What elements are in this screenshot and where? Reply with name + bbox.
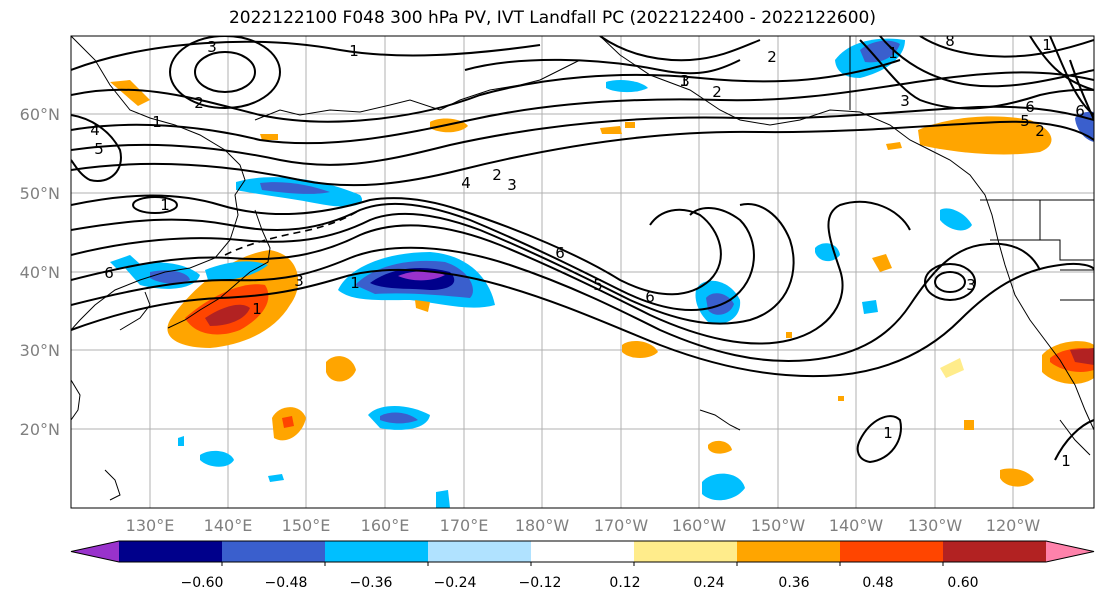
longitude-labels: 130°E 140°E 150°E 160°E 170°E 180°W 170°… [126, 516, 1041, 535]
colorbar-tick-label: −0.48 [265, 575, 308, 591]
lon-label: 130°E [126, 516, 175, 535]
latitude-labels: 60°N 50°N 40°N 30°N 20°N [20, 105, 60, 439]
contour-label: 1 [888, 44, 898, 62]
contour-label: 1 [349, 42, 359, 60]
colorbar-swatch [737, 541, 841, 562]
lon-label: 150°E [282, 516, 331, 535]
contour-label: 1 [1061, 452, 1071, 470]
colorbar-extend-high [1046, 541, 1094, 562]
contour-label: 3 [294, 272, 304, 290]
pv-contours [71, 36, 1094, 464]
contour-label: 2 [712, 83, 722, 101]
map-frame [70, 35, 1095, 509]
colorbar-tick-labels: −0.60 −0.48 −0.36 −0.24 −0.12 0.12 0.24 … [181, 575, 979, 591]
lat-label: 50°N [20, 184, 60, 203]
map-title: 2022122100 F048 300 hPa PV, IVT Landfall… [228, 8, 876, 28]
colorbar-tick-label: −0.12 [519, 575, 562, 591]
colorbar-tick-label: 0.60 [947, 575, 978, 591]
map-panel: 3 1 2 1 4 5 2 2 1 2 3 8 1 1 1 3 6 5 4 2 … [71, 32, 1094, 508]
lon-label: 180°W [515, 516, 570, 535]
colorbar-swatch [428, 541, 532, 562]
contour-label: 2 [767, 48, 777, 66]
lon-label: 130°W [908, 516, 963, 535]
contour-label: 3 [207, 38, 217, 56]
colorbar-tick-label: −0.60 [181, 575, 224, 591]
coastlines [71, 36, 1094, 501]
colorbar-swatch [943, 541, 1047, 562]
lon-label: 140°E [204, 516, 253, 535]
lon-label: 160°W [672, 516, 727, 535]
contour-label: 1 [679, 72, 689, 90]
colorbar-extend-low [71, 541, 119, 562]
contour-label: 1 [1042, 36, 1052, 54]
contour-label: 1 [883, 424, 893, 442]
lat-label: 60°N [20, 105, 60, 124]
contour-label: 1 [152, 113, 162, 131]
lon-label: 160°E [361, 516, 410, 535]
lon-label: 170°E [440, 516, 489, 535]
lat-label: 40°N [20, 263, 60, 282]
contour-label: 3 [507, 176, 517, 194]
contour-label: 6 [1025, 98, 1035, 116]
contour-label: 6 [1075, 102, 1085, 120]
contour-label: 6 [104, 264, 114, 282]
colorbar-outline [70, 540, 1095, 563]
contour-label: 1 [252, 300, 262, 318]
colorbar-tick-label: 0.36 [778, 575, 809, 591]
contour-label: 6 [555, 244, 565, 262]
contour-label: 5 [593, 276, 603, 294]
lat-label: 30°N [20, 341, 60, 360]
colorbar-tick-label: −0.24 [434, 575, 477, 591]
colorbar-swatch [325, 541, 429, 562]
colorbar-swatch [634, 541, 738, 562]
contour-label: 2 [194, 94, 204, 112]
contour-label: 4 [90, 121, 100, 139]
lon-label: 140°W [829, 516, 884, 535]
colorbar-swatch [531, 541, 635, 562]
lon-label: 120°W [986, 516, 1041, 535]
colorbar-tick-label: −0.36 [350, 575, 393, 591]
lat-label: 20°N [20, 420, 60, 439]
contour-label: 3 [966, 276, 976, 294]
contour-label: 3 [900, 92, 910, 110]
contour-label: 1 [160, 196, 170, 214]
colorbar [70, 540, 1095, 566]
contour-label: 1 [350, 274, 360, 292]
contour-label: 8 [945, 32, 955, 50]
colorbar-swatch [119, 541, 223, 562]
colorbar-tick-label: 0.48 [862, 575, 893, 591]
contour-label: 5 [1020, 112, 1030, 130]
contour-labels: 3 1 2 1 4 5 2 2 1 2 3 8 1 1 1 3 6 5 4 2 … [90, 32, 1085, 470]
lon-label: 170°W [594, 516, 649, 535]
colorbar-swatch [840, 541, 944, 562]
contour-label: 2 [492, 166, 502, 184]
contour-label: 6 [645, 288, 655, 306]
colorbar-tick-label: 0.24 [693, 575, 724, 591]
contour-label: 4 [461, 174, 471, 192]
contour-label: 5 [94, 140, 104, 158]
contour-label: 2 [1035, 122, 1045, 140]
contour-label: 3 [680, 72, 690, 90]
colorbar-swatch [222, 541, 326, 562]
lon-label: 150°W [751, 516, 806, 535]
colorbar-tick-label: 0.12 [609, 575, 640, 591]
pv-contours-dashed [224, 209, 361, 256]
